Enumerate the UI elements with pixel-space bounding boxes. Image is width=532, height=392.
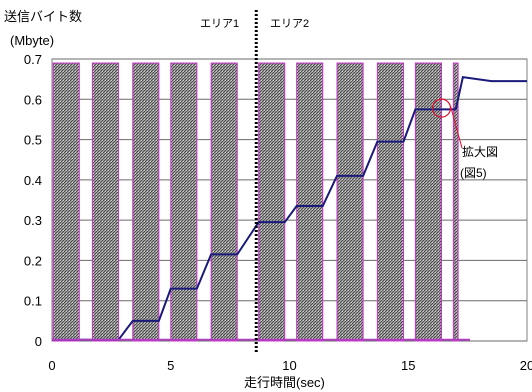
x-axis-title: 走行時間(sec) [244,375,325,390]
series-line-bytes [52,76,527,341]
annotation-leader [450,106,463,149]
shaded-bar-7 [336,62,364,342]
shaded-bar-1 [91,62,119,342]
y-tick-label-5: 0.5 [24,133,42,148]
shaded-bar-3 [170,62,198,342]
y-tick-label-6: 0.6 [24,92,42,107]
area-label-1: エリア1 [200,18,239,30]
y-tick-label-7: 0.7 [24,52,42,67]
series-lines [52,76,527,341]
shaded-bar-8 [376,62,404,342]
annotation-label-line2: (図5) [460,166,487,180]
shaded-bar-6 [296,62,324,342]
shaded-bar-9 [414,62,442,342]
shaded-bar-10 [452,62,459,342]
y-tick-label-4: 0.4 [24,173,42,188]
annotation-label-line1: 拡大図 [462,145,498,159]
shaded-bar-0 [52,62,80,342]
gridlines [51,58,528,342]
tick-labels: 0 0.1 0.2 0.3 0.4 0.5 0.6 0.7 0 5 10 15 20 [24,52,532,373]
shaded-bar-2 [132,62,160,342]
y-axis-title: 送信バイト数 [4,9,82,24]
x-tick-label-0: 0 [48,358,55,373]
y-tick-label-0: 0 [35,334,42,349]
shaded-bar-4 [210,62,238,342]
x-tick-label-1: 5 [167,358,174,373]
x-tick-label-3: 15 [401,358,415,373]
area-label-2: エリア2 [270,18,309,30]
x-tick-label-4: 20 [520,358,532,373]
x-tick-label-2: 10 [282,358,296,373]
annotation-circle [431,98,452,118]
y-tick-label-1: 0.1 [24,294,42,309]
y-tick-label-2: 0.2 [24,253,42,268]
shaded-bar-5 [258,62,286,342]
y-axis-unit: (Mbyte) [10,33,54,48]
y-tick-label-3: 0.3 [24,213,42,228]
annotation: 拡大図 (図5) [431,98,498,180]
